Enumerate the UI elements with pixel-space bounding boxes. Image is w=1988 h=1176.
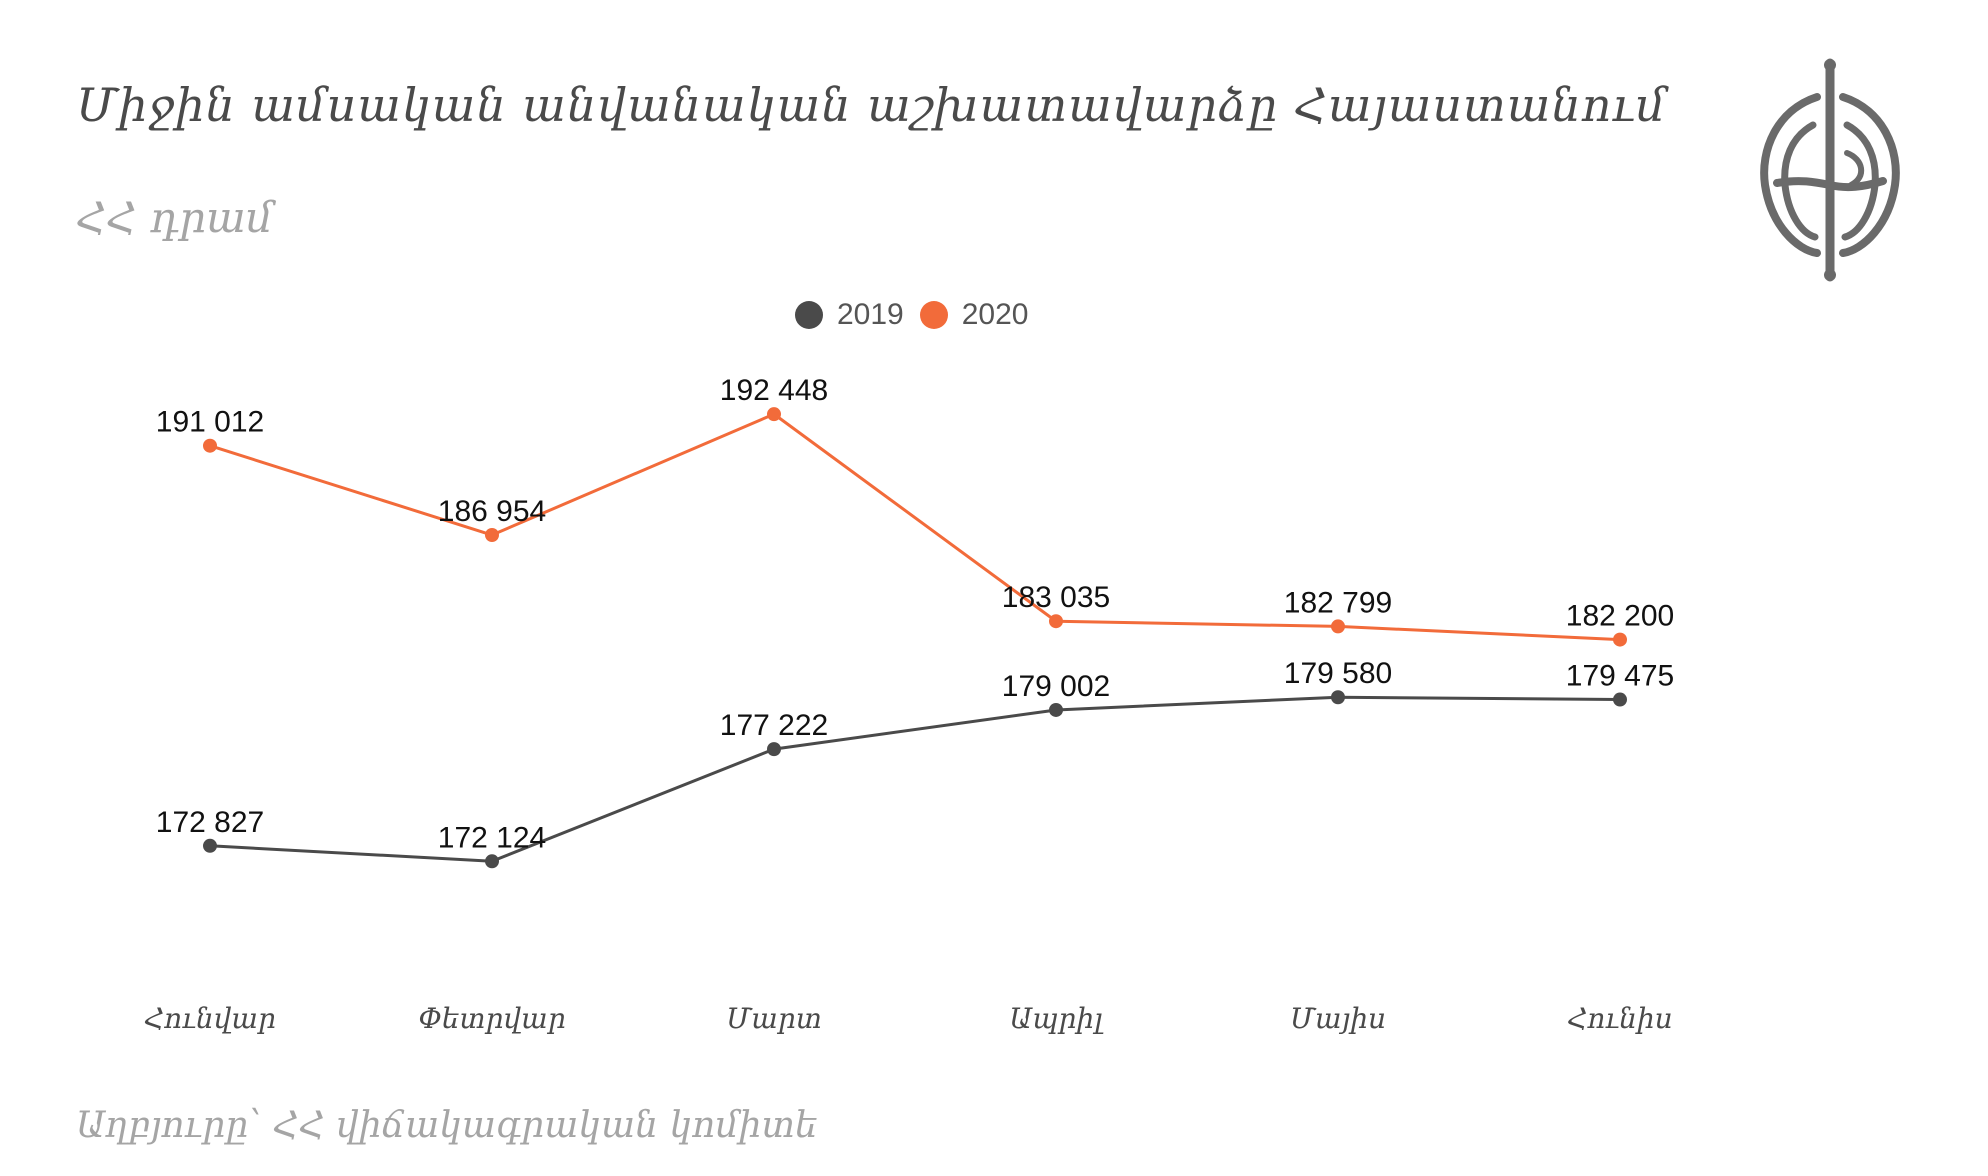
x-tick-label: Հունիս bbox=[1567, 1002, 1672, 1035]
legend-marker-2019 bbox=[795, 301, 823, 329]
legend-marker-2020 bbox=[919, 301, 948, 329]
legend-label-2020: 2020 bbox=[961, 298, 1029, 331]
data-point-2019 bbox=[1049, 702, 1063, 717]
data-label-2020: 186 954 bbox=[438, 495, 546, 528]
data-point-2020 bbox=[1049, 614, 1063, 629]
data-point-2019 bbox=[1331, 690, 1345, 705]
x-tick-label: Մարտ bbox=[726, 1002, 822, 1035]
data-point-2020 bbox=[1331, 619, 1345, 634]
chart-legend: 2019 2020 bbox=[795, 298, 1045, 332]
data-point-2019 bbox=[767, 742, 781, 757]
data-label-2019: 179 475 bbox=[1566, 660, 1674, 693]
legend-label-2019: 2019 bbox=[837, 298, 904, 331]
source-note: Աղբյուրը՝ ՀՀ վիճակագրական կոմիտե bbox=[76, 1105, 818, 1146]
data-label-2020: 183 035 bbox=[1002, 581, 1110, 614]
data-label-2020: 192 448 bbox=[720, 374, 828, 407]
data-point-2020 bbox=[1613, 632, 1627, 647]
data-point-2019 bbox=[203, 838, 217, 853]
x-tick-label: Ապրիլ bbox=[1009, 1002, 1104, 1035]
x-tick-label: Փետրվար bbox=[418, 1002, 566, 1035]
series-line-2020 bbox=[209, 412, 1621, 642]
data-label-2020: 182 799 bbox=[1284, 586, 1392, 619]
globe-cross-logo-icon bbox=[1760, 58, 1900, 282]
x-tick-label: Մայիս bbox=[1290, 1002, 1386, 1035]
data-point-2020 bbox=[767, 407, 781, 422]
legend-item-2019: 2019 bbox=[795, 298, 904, 332]
data-point-2020 bbox=[203, 438, 217, 453]
data-label-2020: 191 012 bbox=[156, 406, 264, 439]
page-title: Միջին ամսական անվանական աշխատավարձը Հայա… bbox=[76, 78, 1667, 132]
data-label-2019: 179 580 bbox=[1284, 657, 1392, 690]
data-point-2019 bbox=[1613, 692, 1627, 707]
data-point-2020 bbox=[485, 528, 499, 543]
data-point-2019 bbox=[485, 854, 499, 869]
data-label-2020: 182 200 bbox=[1566, 600, 1674, 633]
data-label-2019: 179 002 bbox=[1002, 670, 1110, 703]
data-label-2019: 172 124 bbox=[438, 821, 546, 854]
legend-item-2020: 2020 bbox=[919, 298, 1029, 332]
chart-subtitle: ՀՀ դրամ bbox=[76, 193, 273, 242]
x-tick-label: Հունվար bbox=[144, 1002, 276, 1035]
data-label-2019: 177 222 bbox=[720, 709, 828, 742]
series-line-2019 bbox=[209, 695, 1621, 863]
data-label-2019: 172 827 bbox=[156, 806, 264, 839]
